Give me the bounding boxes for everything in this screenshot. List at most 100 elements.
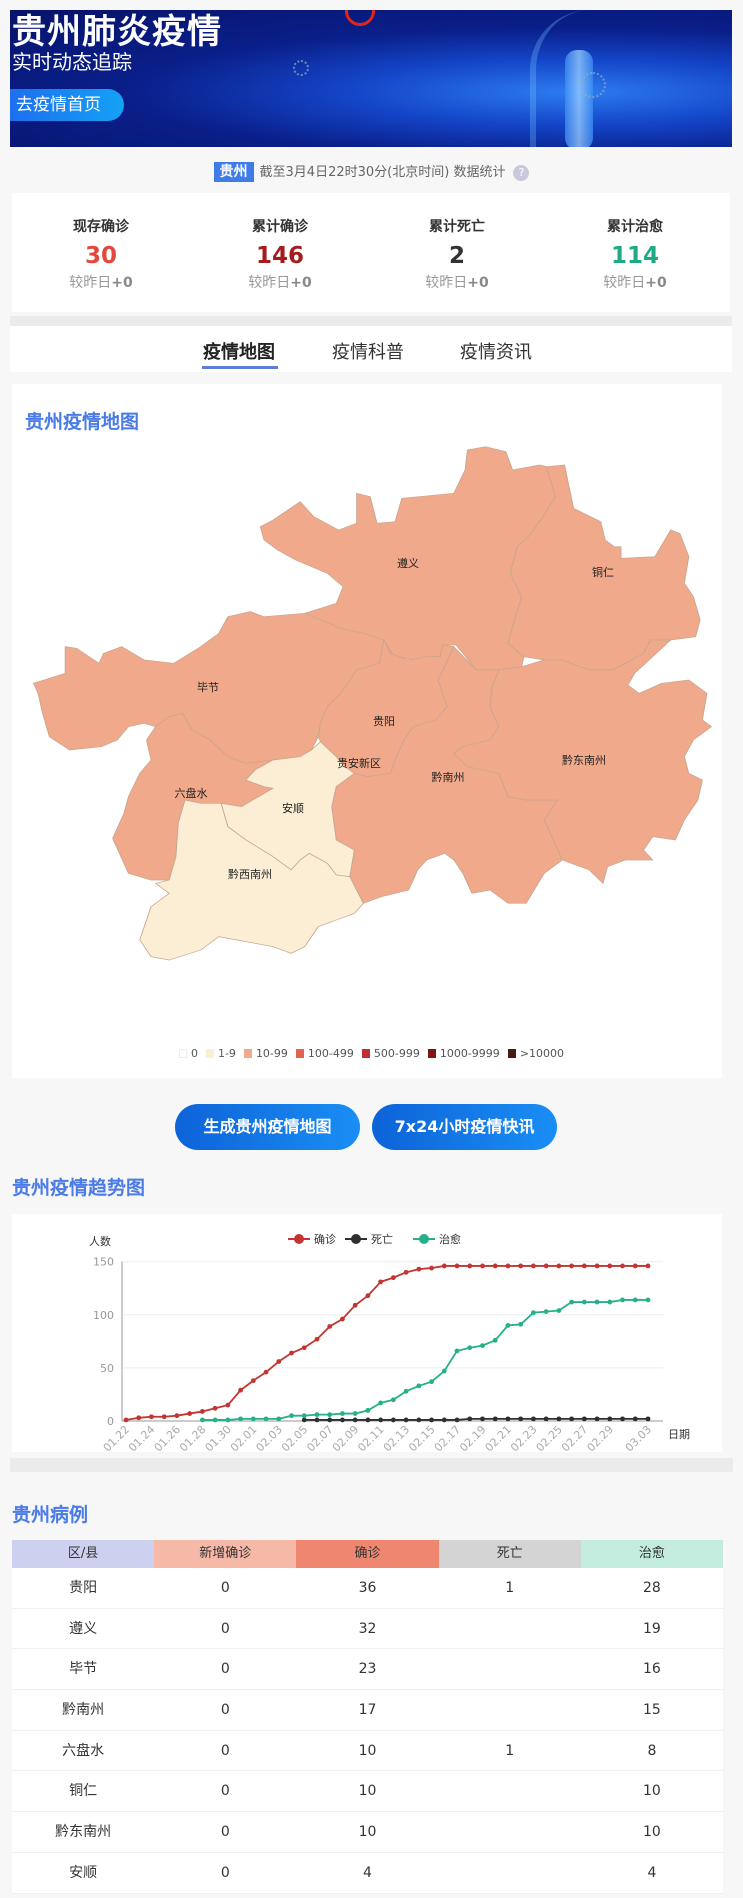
data-point[interactable] bbox=[441, 1263, 447, 1269]
legend-item[interactable]: 死亡 bbox=[345, 1232, 393, 1246]
data-point[interactable] bbox=[505, 1263, 511, 1269]
data-point[interactable] bbox=[416, 1266, 422, 1272]
data-point[interactable] bbox=[429, 1379, 434, 1385]
data-point[interactable] bbox=[454, 1263, 460, 1269]
guizhou-map[interactable] bbox=[20, 440, 720, 1020]
data-point[interactable] bbox=[199, 1409, 205, 1414]
table-row[interactable]: 安顺 0 4 4 bbox=[12, 1852, 723, 1894]
data-point[interactable] bbox=[480, 1263, 485, 1269]
data-point[interactable] bbox=[429, 1417, 434, 1423]
legend-item[interactable]: 确诊 bbox=[288, 1232, 336, 1246]
legend-item[interactable]: 治愈 bbox=[413, 1232, 461, 1246]
data-point[interactable] bbox=[454, 1348, 460, 1354]
data-point[interactable] bbox=[378, 1400, 384, 1406]
column-header[interactable]: 死亡 bbox=[438, 1540, 581, 1568]
data-point[interactable] bbox=[149, 1414, 154, 1420]
table-row[interactable]: 毕节 0 23 16 bbox=[12, 1649, 723, 1691]
data-point[interactable] bbox=[352, 1302, 358, 1308]
data-point[interactable] bbox=[569, 1416, 575, 1422]
data-point[interactable] bbox=[301, 1345, 307, 1351]
legend-item[interactable]: 100-499 bbox=[295, 1047, 354, 1060]
data-point[interactable] bbox=[403, 1388, 409, 1394]
data-point[interactable] bbox=[403, 1269, 409, 1275]
data-point[interactable] bbox=[327, 1412, 333, 1418]
data-point[interactable] bbox=[238, 1416, 243, 1422]
question-circle-icon[interactable]: ? bbox=[513, 164, 530, 181]
map-region[interactable] bbox=[453, 639, 713, 885]
data-point[interactable] bbox=[569, 1299, 575, 1305]
data-point[interactable] bbox=[390, 1275, 396, 1281]
data-point[interactable] bbox=[289, 1413, 294, 1419]
data-point[interactable] bbox=[543, 1263, 549, 1269]
data-point[interactable] bbox=[365, 1293, 371, 1299]
data-point[interactable] bbox=[492, 1337, 498, 1343]
data-point[interactable] bbox=[645, 1263, 651, 1269]
data-point[interactable] bbox=[607, 1299, 613, 1305]
data-point[interactable] bbox=[123, 1417, 129, 1423]
data-point[interactable] bbox=[556, 1263, 562, 1269]
data-point[interactable] bbox=[276, 1416, 282, 1422]
data-point[interactable] bbox=[594, 1263, 600, 1269]
generate-map-button[interactable]: 生成贵州疫情地图 bbox=[175, 1104, 360, 1150]
column-header[interactable]: 治愈 bbox=[580, 1540, 724, 1568]
data-point[interactable] bbox=[581, 1299, 587, 1305]
data-point[interactable] bbox=[250, 1378, 256, 1384]
table-row[interactable]: 铜仁 0 10 10 bbox=[12, 1771, 723, 1813]
data-point[interactable] bbox=[531, 1310, 536, 1316]
data-point[interactable] bbox=[467, 1263, 473, 1269]
data-point[interactable] bbox=[340, 1316, 345, 1322]
data-point[interactable] bbox=[263, 1369, 269, 1375]
data-point[interactable] bbox=[289, 1350, 294, 1356]
data-point[interactable] bbox=[212, 1405, 218, 1411]
data-point[interactable] bbox=[505, 1323, 511, 1328]
data-point[interactable] bbox=[340, 1411, 345, 1416]
home-button[interactable]: 去疫情首页 bbox=[10, 89, 124, 121]
data-point[interactable] bbox=[238, 1387, 243, 1393]
data-point[interactable] bbox=[174, 1413, 180, 1419]
legend-item[interactable]: >10000 bbox=[507, 1047, 564, 1060]
data-point[interactable] bbox=[632, 1416, 638, 1422]
data-point[interactable] bbox=[531, 1263, 536, 1269]
data-point[interactable] bbox=[263, 1416, 269, 1422]
data-point[interactable] bbox=[327, 1417, 333, 1423]
data-point[interactable] bbox=[161, 1414, 167, 1420]
data-point[interactable] bbox=[314, 1417, 320, 1423]
data-point[interactable] bbox=[492, 1263, 498, 1269]
data-point[interactable] bbox=[250, 1416, 256, 1422]
data-point[interactable] bbox=[390, 1417, 396, 1423]
data-point[interactable] bbox=[225, 1417, 231, 1423]
column-header[interactable]: 新增确诊 bbox=[154, 1540, 297, 1568]
data-point[interactable] bbox=[467, 1416, 473, 1422]
data-point[interactable] bbox=[556, 1308, 562, 1313]
data-point[interactable] bbox=[365, 1407, 371, 1413]
data-point[interactable] bbox=[581, 1263, 587, 1269]
tab-news[interactable]: 疫情资讯 bbox=[460, 342, 532, 363]
tab-map[interactable]: 疫情地图 bbox=[203, 342, 275, 363]
data-point[interactable] bbox=[620, 1263, 625, 1269]
data-point[interactable] bbox=[645, 1297, 651, 1303]
legend-item[interactable]: 1000-9999 bbox=[427, 1047, 500, 1060]
data-point[interactable] bbox=[340, 1417, 345, 1423]
data-point[interactable] bbox=[403, 1417, 409, 1423]
map-region[interactable] bbox=[139, 799, 364, 961]
table-row[interactable]: 贵阳 0 36 1 28 bbox=[12, 1568, 723, 1609]
legend-item[interactable]: 0 bbox=[178, 1047, 198, 1060]
column-header[interactable]: 区/县 bbox=[12, 1540, 155, 1568]
data-point[interactable] bbox=[352, 1417, 358, 1423]
data-point[interactable] bbox=[378, 1417, 384, 1423]
data-point[interactable] bbox=[518, 1321, 524, 1327]
data-point[interactable] bbox=[645, 1416, 651, 1422]
data-point[interactable] bbox=[199, 1417, 205, 1423]
table-row[interactable]: 黔南州 0 17 15 bbox=[12, 1690, 723, 1731]
data-point[interactable] bbox=[390, 1397, 396, 1403]
legend-item[interactable]: 500-999 bbox=[361, 1047, 420, 1060]
data-point[interactable] bbox=[607, 1263, 613, 1269]
tab-science[interactable]: 疫情科普 bbox=[332, 342, 404, 363]
data-point[interactable] bbox=[480, 1343, 485, 1348]
column-header[interactable]: 确诊 bbox=[296, 1540, 439, 1568]
data-point[interactable] bbox=[594, 1416, 600, 1422]
data-point[interactable] bbox=[543, 1309, 549, 1315]
data-point[interactable] bbox=[518, 1416, 524, 1422]
data-point[interactable] bbox=[416, 1383, 422, 1389]
table-row[interactable]: 黔东南州 0 10 10 bbox=[12, 1812, 723, 1853]
